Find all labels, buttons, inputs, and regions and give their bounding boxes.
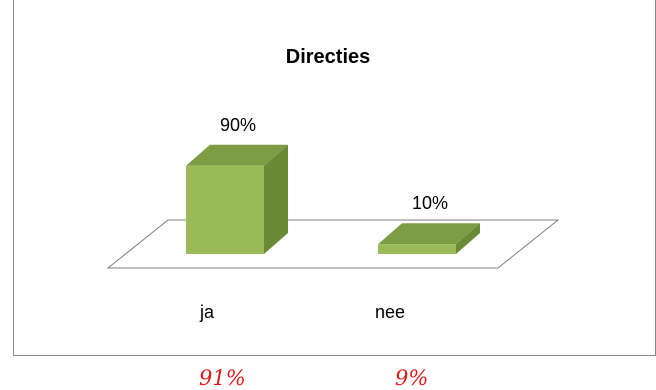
chart-title: Directies <box>286 46 371 68</box>
category-label-ja: ja <box>199 302 215 322</box>
bar-side-ja <box>264 144 288 254</box>
bar-nee <box>378 244 456 254</box>
chart-floor <box>106 219 560 269</box>
bar-top-nee <box>378 223 480 245</box>
note-ja: 91% <box>199 366 246 390</box>
category-label-nee: nee <box>375 302 405 322</box>
bar-chart: Directies 90% ja 10% nee <box>106 46 560 322</box>
bar-top-ja <box>186 144 288 166</box>
chart-frame <box>13 0 656 356</box>
bar-ja <box>186 165 264 254</box>
note-nee: 9% <box>395 366 429 390</box>
data-label-nee: 10% <box>412 193 448 213</box>
data-label-ja: 90% <box>220 115 256 135</box>
bar-side-nee <box>456 223 480 254</box>
